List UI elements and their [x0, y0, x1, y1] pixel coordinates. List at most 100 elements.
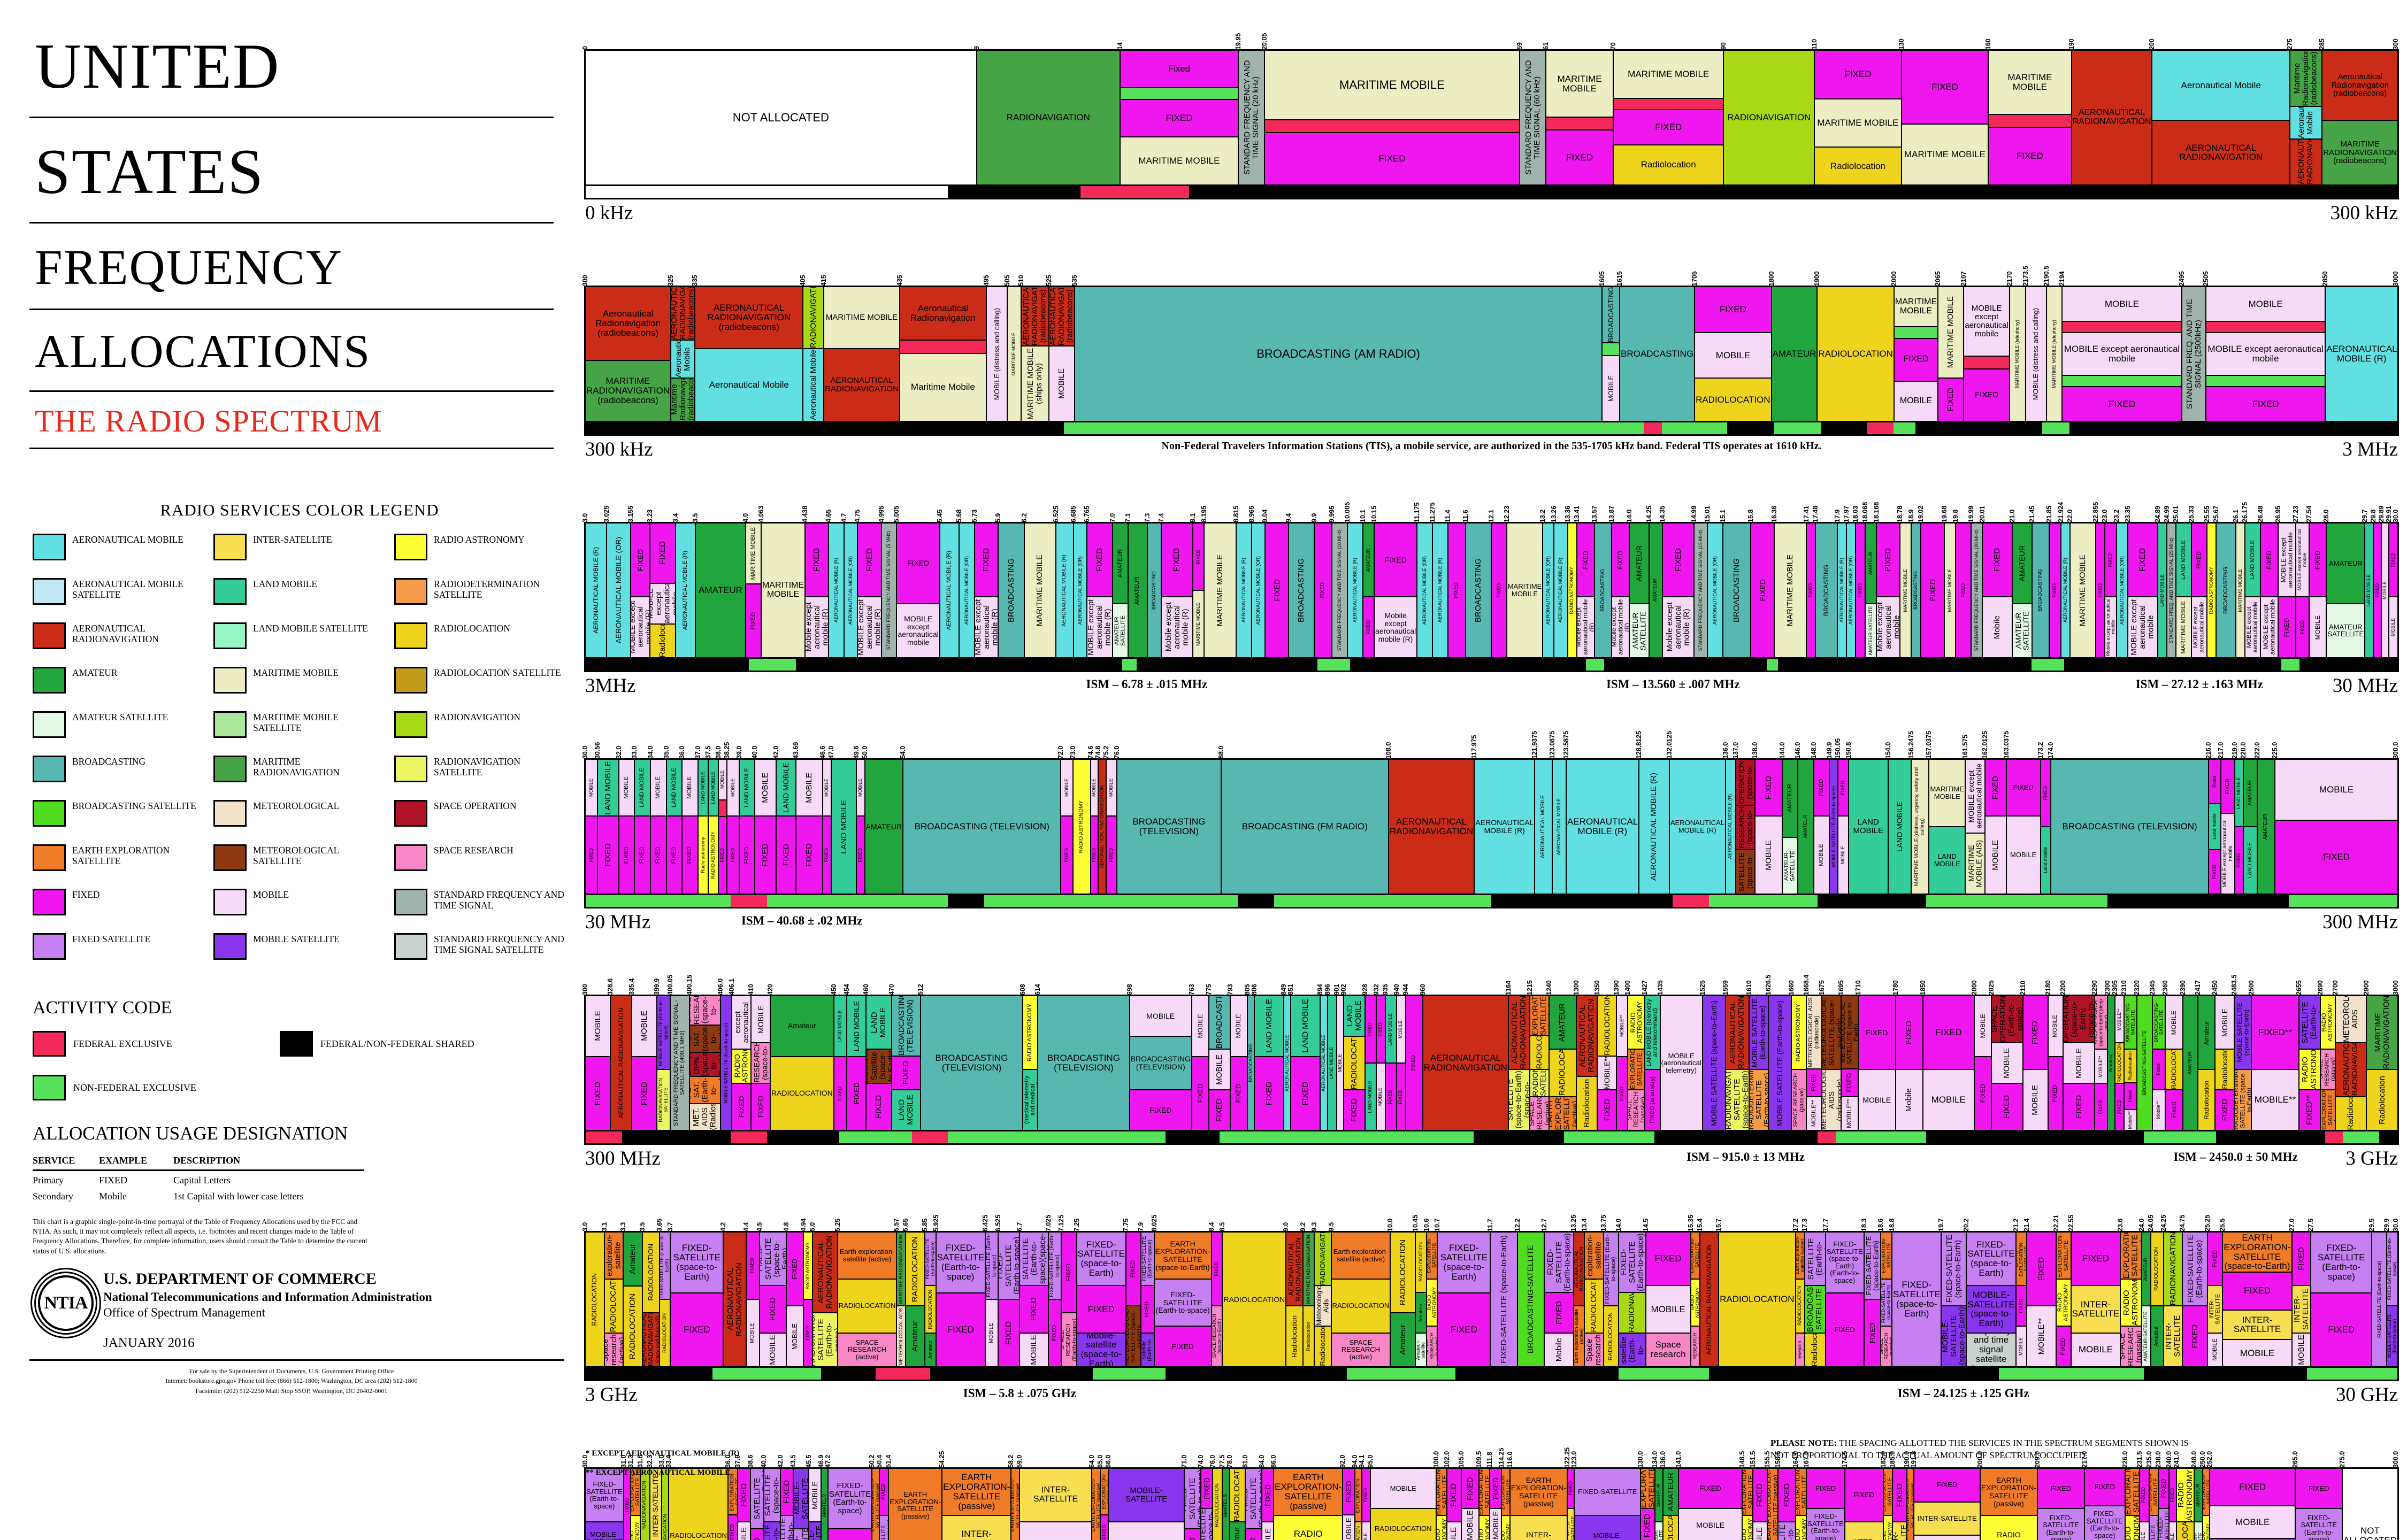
allocation-cell: MOBILE-SATELLITE — [1109, 1469, 1184, 1522]
allocation-cell: AERONAUTICAL MOBILE (R) — [1475, 760, 1534, 894]
allocation-cell: MOBILE — [1061, 760, 1073, 816]
allocation-cell: MOBILE except aeronautical mobile — [2128, 596, 2157, 657]
allocation-segment: 19.7 FIXED-SATELLITE (space-to-Earth) MOBI… — [1937, 1219, 1967, 1366]
frequency-tick: 23.35 — [2124, 505, 2132, 522]
frequency-tick: 21.45 — [2028, 505, 2036, 522]
frequency-tick: 400.15 — [685, 974, 693, 995]
frequency-tick: 5.925 — [932, 1214, 940, 1231]
allocation-cell: FIXED — [1695, 287, 1771, 332]
frequency-tick: 23.2 — [2112, 509, 2120, 522]
band-wrapper: 30.0 FIXED-SATELLITE (Earth-to-space) MOBI… — [581, 1447, 2400, 1540]
allocation-cell: Amateur — [1416, 1291, 1426, 1333]
allocation-cell: BROADCASTING — [1247, 996, 1254, 1130]
allocation-segment: 141.0FIXEDMOBILERADIOLOCATIONRADIO ASTRO… — [1675, 1451, 1743, 1540]
spectrum-band-row: 300 MOBILE FIXED 328.6 AERONAUTICAL RADIONAV… — [581, 975, 2400, 1198]
allocation-segment: 27.5 FIXED-SATELLITE (Earth-to-space) FIXE… — [2307, 1219, 2373, 1366]
allocation-cell: MOBILE except aeronautical mobile — [2192, 596, 2207, 657]
allocation-cell: RADIONAVIGATION — [1314, 1233, 1331, 1285]
allocation-cell: MOBILE** — [2252, 1069, 2298, 1130]
allocation-cell: EARTH EXPLORATION-SATELLITE (active) — [1549, 1096, 1576, 1130]
allocation-cell: RADIOLOCATION — [1331, 1279, 1390, 1333]
legend-color-swatch — [213, 534, 247, 560]
allocation-cell: AERONAUTICAL RADIONAVIGATION (radiobeaco… — [1022, 287, 1048, 346]
activity-bar-segment — [1926, 1131, 2144, 1143]
allocation-cell: MOBILE-SATELLITE — [794, 1469, 809, 1528]
allocation-segment: 26.95 MOBILE except aeronautical mobile FI… — [2274, 506, 2296, 657]
allocation-segment: 136.0 AERONAUTICAL MOBILE (R) — [1722, 742, 1736, 894]
allocation-segment: 231.5FIXEDMOBILERadiolocation — [2136, 1451, 2150, 1540]
allocation-cell: LAND MOBILE — [1888, 760, 1911, 894]
frequency-tick: 2200 — [2059, 980, 2067, 995]
frequency-tick: 3.7 — [666, 1222, 674, 1231]
allocation-cell: RADIONAVIGATION-SATELLITE (space-to-Eart… — [1726, 1069, 1749, 1130]
frequency-tick: 100.0 — [1432, 1451, 1440, 1468]
frequency-tick: 806 — [1251, 984, 1259, 995]
band-wrapper: 3.0 AERONAUTICAL MOBILE (R) 3.025 AERONAUTI… — [581, 502, 2400, 672]
legend-item: AERONAUTICAL MOBILE SATELLITE — [33, 578, 208, 605]
allocation-cell: FIXED — [632, 1056, 657, 1130]
activity-bar-segment — [586, 895, 731, 907]
allocation-band: 3.0 AERONAUTICAL MOBILE (R) 3.025 AERONAUTI… — [581, 502, 2397, 657]
allocation-segment: 47.0 LAND MOBILE — [827, 746, 857, 894]
frequency-tick: 3.0 — [581, 513, 589, 522]
allocation-segment: 1780 FIXED Mobile — [1892, 980, 1923, 1130]
usage-header-row: SERVICE EXAMPLE DESCRIPTION — [33, 1153, 364, 1171]
allocation-cell: SPACE RESEARCH (active) — [838, 1332, 896, 1366]
legend-item: FIXED SATELLITE — [33, 933, 208, 960]
activity-bar-segment — [1350, 659, 1586, 671]
allocation-segment: 19.02 FIXED — [1917, 506, 1945, 657]
allocation-cell: AMATEUR — [1649, 523, 1662, 657]
frequency-tick: 86.0 — [1270, 1454, 1278, 1468]
allocation-segment: 25.33 FIXED MOBILE except aeronautical mob… — [2188, 506, 2208, 657]
allocation-cell: FIXED — [1262, 1469, 1274, 1522]
allocation-cell: AMATEUR — [865, 760, 903, 894]
legend-color-swatch — [394, 667, 427, 694]
allocation-cell: Amateur — [925, 1332, 936, 1366]
allocation-cell: FIXED-SATELLITE (space-to-Earth) — [1778, 1521, 1796, 1540]
allocation-segment: 10.005 AERONAUTICAL MOBILE (R) — [1344, 502, 1363, 657]
allocation-cell: AMATEUR-SATELLITE — [2142, 1305, 2150, 1366]
allocation-segment: 130 FIXED MARITIME MOBILE — [1898, 38, 1989, 184]
allocation-cell: FIXED — [2223, 1272, 2291, 1310]
allocation-cell: FIXED — [1662, 523, 1694, 597]
legend-color-swatch — [33, 933, 66, 960]
allocation-cell: RADIONAVIGATION — [977, 51, 1120, 184]
frequency-tick: 24.99 — [2163, 505, 2171, 522]
allocation-segment: 5.45 AERONAUTICAL MOBILE (R) — [936, 510, 960, 657]
activity-bar-segment — [1122, 659, 1137, 671]
allocation-segment: 95.0MOBILERADIOLOCATIONRADIONAVIGATIONRA… — [1367, 1455, 1437, 1540]
allocation-cell: LAND MOBILE — [2365, 523, 2373, 657]
legend-item-label: FIXED — [72, 889, 100, 900]
allocation-segment: 3.5 AMATEUR — [692, 513, 747, 657]
frequency-tick: 335 — [691, 275, 699, 286]
allocation-segment: 20.05 MARITIME MOBILE FIXED — [1261, 33, 1520, 184]
allocation-cell: FIXED — [1598, 1089, 1616, 1130]
allocation-cell: RADIONAVIGATION SATELLITE — [657, 1069, 670, 1130]
allocation-cell: AERONAUTICAL MOBILE (R) — [829, 523, 844, 657]
legend-item: SPACE RESEARCH — [394, 844, 570, 871]
allocation-cell: RADIOLOCATION — [1223, 1233, 1286, 1366]
allocation-cell: METEOROLOGICAL AIDS (radiosonde) — [1807, 996, 1821, 1069]
allocation-cell: FIXED — [2071, 1233, 2120, 1285]
frequency-tick: 7.0 — [1109, 513, 1117, 522]
usage-table-cell: Secondary — [33, 1191, 73, 1202]
frequency-tick: 9.5 — [1327, 1222, 1335, 1231]
allocation-cell: BROADCASTING-SATELLITE — [2152, 996, 2165, 1049]
allocation-cell: FIXED — [1841, 1068, 1858, 1096]
allocation-cell: Fixed — [2152, 1049, 2165, 1090]
legend-color-swatch — [394, 622, 427, 649]
allocation-cell: MOBILE — [1337, 996, 1344, 1130]
allocation-segment: 15.01 AERONAUTICAL MOBILE (OR) — [1704, 506, 1724, 657]
frequency-tick: 9 — [972, 46, 980, 50]
allocation-segment: 26.175 LAND MOBILE MOBILE except aeronauti… — [2241, 502, 2262, 657]
frequency-tick: 2000 — [1890, 271, 1898, 286]
allocation-cell: RADIOLOCATION — [2115, 1042, 2124, 1083]
frequency-tick: 10.005 — [1343, 502, 1351, 522]
allocation-segment: 5.9 BROADCASTING — [994, 513, 1025, 657]
allocation-segment: 21.2 EARTH EXPLORATION-SATELLITE FIXED MOBI… — [2012, 1219, 2028, 1366]
allocation-segment: 1900 RADIOLOCATION — [1813, 271, 1895, 421]
